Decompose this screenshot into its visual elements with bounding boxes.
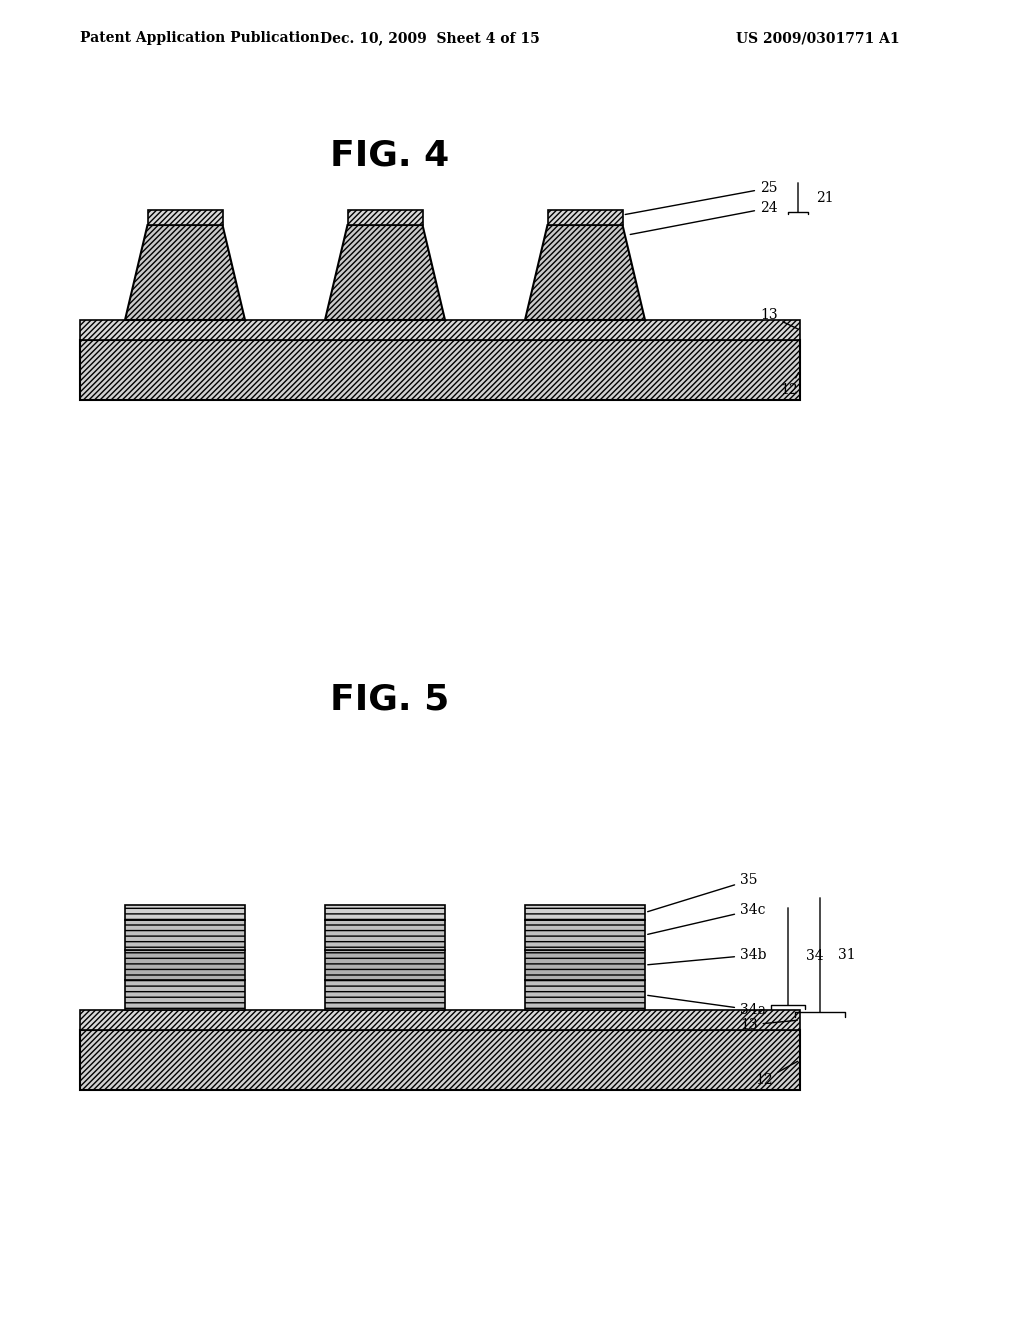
Text: FIG. 5: FIG. 5 <box>331 682 450 717</box>
Text: FIG. 4: FIG. 4 <box>331 139 450 172</box>
Text: 31: 31 <box>838 948 856 962</box>
Bar <box>125 950 245 979</box>
Bar <box>525 906 645 920</box>
Polygon shape <box>548 210 623 224</box>
Text: 12: 12 <box>755 1061 798 1086</box>
Bar <box>325 950 445 979</box>
Polygon shape <box>325 224 445 319</box>
Bar <box>525 920 645 950</box>
Bar <box>80 341 800 400</box>
Bar <box>525 979 645 1010</box>
Text: 35: 35 <box>647 874 758 912</box>
Text: 25: 25 <box>626 181 777 214</box>
Polygon shape <box>347 210 423 224</box>
Text: Dec. 10, 2009  Sheet 4 of 15: Dec. 10, 2009 Sheet 4 of 15 <box>321 30 540 45</box>
Bar <box>80 1010 800 1030</box>
Polygon shape <box>525 224 645 319</box>
Text: 34: 34 <box>806 949 823 964</box>
Bar <box>325 906 445 920</box>
Bar <box>80 1030 800 1090</box>
Text: 34a: 34a <box>648 995 766 1016</box>
Bar <box>125 920 245 950</box>
Text: Patent Application Publication: Patent Application Publication <box>80 30 319 45</box>
Bar <box>125 906 245 920</box>
Text: 24: 24 <box>630 201 777 235</box>
Text: 13: 13 <box>760 308 798 329</box>
Bar <box>325 920 445 950</box>
Polygon shape <box>125 224 245 319</box>
Text: 34b: 34b <box>648 948 767 965</box>
Bar <box>125 979 245 1010</box>
Bar <box>80 319 800 341</box>
Bar <box>325 979 445 1010</box>
Text: 13: 13 <box>740 1018 798 1032</box>
Text: 12: 12 <box>780 372 799 397</box>
Polygon shape <box>147 210 222 224</box>
Text: US 2009/0301771 A1: US 2009/0301771 A1 <box>736 30 900 45</box>
Bar <box>525 950 645 979</box>
Text: 21: 21 <box>816 190 834 205</box>
Text: 34c: 34c <box>648 903 766 935</box>
